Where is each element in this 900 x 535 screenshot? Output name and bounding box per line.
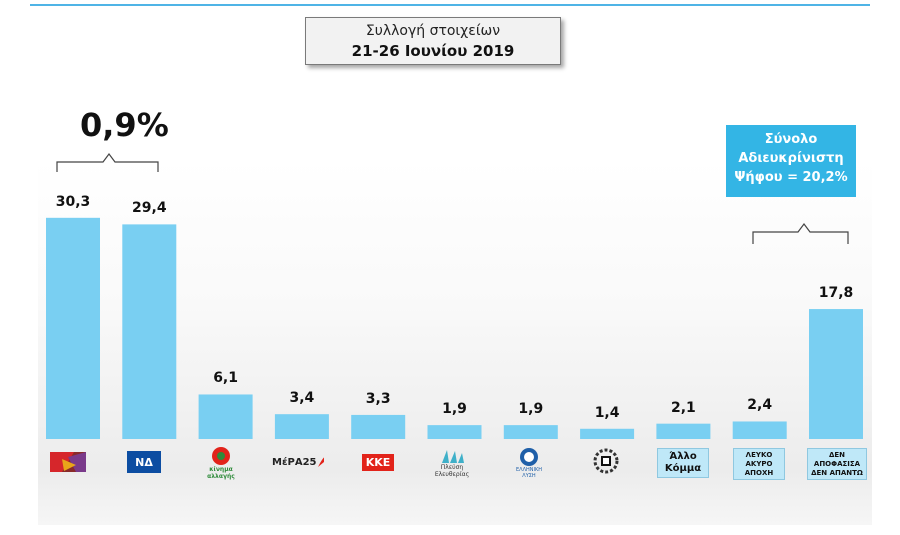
blank-label: ΛΕΥΚΟ (745, 450, 773, 459)
elliniki-lysi-label-2: ΛΥΣΗ (522, 473, 536, 479)
blank-invalid-abstain-box: ΛΕΥΚΟ ΑΚΥΡΟ ΑΠΟΧΗ (733, 448, 785, 480)
other-party-box: Άλλο Κόμμα (657, 448, 709, 478)
value-label-11: 17,8 (818, 285, 854, 302)
elliniki-lysi-logo: ΕΛΛΗΝΙΚΗ ΛΥΣΗ (507, 443, 551, 483)
kinal-logo: κίνημα αλλαγής (199, 444, 243, 482)
undecided-label-3: ΔΕΝ ΑΠΑΝΤΩ (811, 468, 863, 477)
kke-label: ΚΚΕ (361, 453, 395, 471)
mera25-logo: ΜέΡΑ25 (272, 447, 324, 477)
mera25-label: ΜέΡΑ25 (272, 456, 317, 468)
plefsi-label-2: Ελευθερίας (434, 471, 470, 478)
value-label-3: 6,1 (213, 370, 238, 387)
kinal-label-1: κίνημα (209, 466, 233, 473)
value-label-5: 3,3 (365, 390, 391, 407)
syriza-flag-icon (50, 452, 86, 472)
plefsi-label-1: Πλεύση (440, 464, 464, 471)
undecided-box-line3: Ψήφου = 20,2% (734, 170, 848, 185)
nd-logo: ΝΔ (122, 447, 166, 477)
kke-logo: ΚΚΕ (356, 447, 400, 477)
fieldwork-date-box: Συλλογή στοιχείων 21-26 Ιουνίου 2019 (305, 17, 561, 65)
value-label-4: 3,4 (289, 390, 315, 407)
top-rule (30, 4, 870, 6)
syriza-logo (46, 447, 90, 477)
bar-6 (427, 425, 482, 439)
invalid-label: ΑΚΥΡΟ (745, 459, 773, 468)
kinal-label-2: αλλαγής (207, 473, 235, 480)
undecided-box-line1: Σύνολο (764, 132, 818, 147)
elliniki-lysi-emblem-icon (520, 448, 538, 466)
plefsi-logo: Πλεύση Ελευθερίας (430, 443, 474, 483)
value-label-7: 1,9 (518, 401, 544, 418)
bar-7 (503, 425, 558, 439)
other-party-label-2: Κόμμα (664, 463, 702, 474)
value-label-6: 1,9 (442, 401, 467, 418)
bar-11 (809, 309, 863, 439)
bar-8 (580, 428, 635, 439)
plefsi-sail-icon (442, 450, 464, 463)
undecided-bracket (752, 223, 849, 244)
value-label-2: 29,4 (132, 200, 167, 217)
fieldwork-label: Συλλογή στοιχείων (365, 23, 501, 39)
value-label-8: 1,4 (594, 404, 620, 421)
kinal-rose-icon (212, 447, 230, 465)
nd-label: ΝΔ (127, 451, 161, 473)
abstain-label: ΑΠΟΧΗ (744, 468, 774, 477)
undecided-label-1: ΔΕΝ (828, 450, 846, 459)
fieldwork-dates: 21-26 Ιουνίου 2019 (351, 42, 515, 60)
golden-dawn-logo (584, 446, 628, 476)
value-label-9: 2,1 (670, 399, 696, 416)
gap-label: 0,9% (80, 106, 169, 144)
undecided-label-2: ΑΠΟΦΑΣΙΣΑ (813, 459, 861, 468)
bar-1 (46, 217, 100, 439)
undecided-box-line2: Αδιευκρίνιστη (738, 151, 844, 166)
undecided-total-box: Σύνολο Αδιευκρίνιστη Ψήφου = 20,2% (726, 125, 856, 197)
other-party-label-1: Άλλο (669, 451, 697, 462)
undecided-category-box: ΔΕΝ ΑΠΟΦΑΣΙΣΑ ΔΕΝ ΑΠΑΝΤΩ (807, 448, 867, 480)
value-label-1: 30,3 (55, 193, 91, 210)
golden-dawn-emblem-icon (593, 448, 619, 474)
bar-10 (732, 421, 787, 439)
bar-2 (122, 224, 177, 439)
elliniki-lysi-label-1: ΕΛΛΗΝΙΚΗ (515, 467, 542, 473)
mera25-arrow-icon (317, 456, 324, 467)
gap-bracket (56, 153, 159, 172)
value-label-10: 2,4 (747, 397, 773, 414)
bar-5 (351, 414, 406, 439)
bar-4 (274, 414, 329, 439)
bar-9 (656, 423, 711, 439)
bar-3 (198, 394, 253, 439)
